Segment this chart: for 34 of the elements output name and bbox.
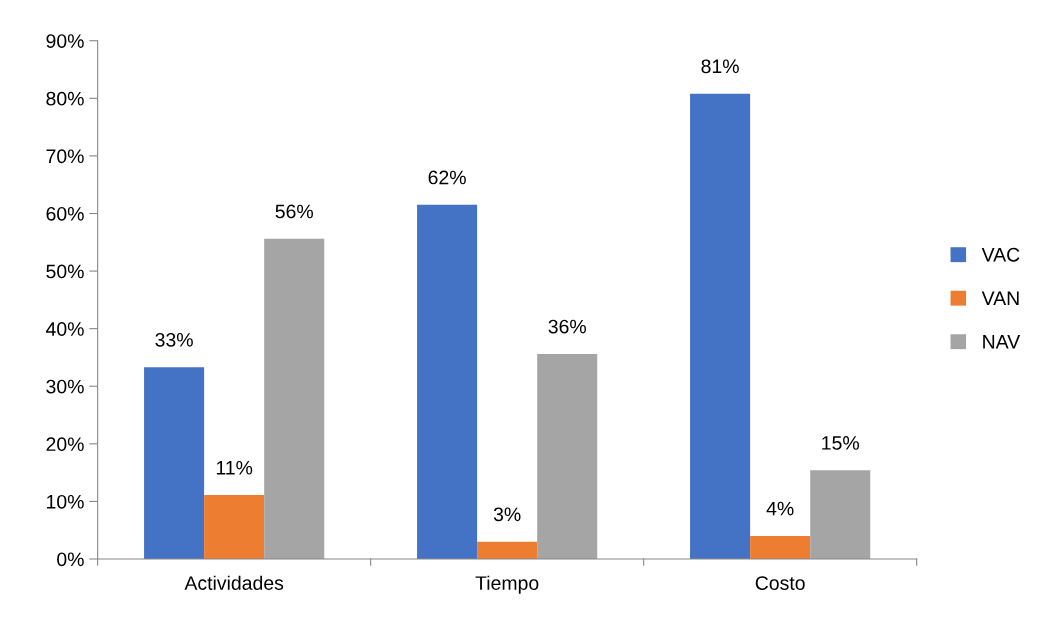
bar — [810, 470, 871, 559]
data-label: 4% — [766, 501, 794, 516]
y-tick-label: 70% — [46, 149, 84, 164]
data-label: 36% — [548, 319, 586, 334]
legend-label: NAV — [983, 335, 1021, 349]
bar — [264, 238, 325, 559]
y-tick-label: 80% — [46, 91, 84, 106]
data-label: 81% — [701, 59, 739, 74]
y-tick-label: 90% — [46, 34, 84, 48]
legend-label: VAN — [981, 291, 1019, 305]
bar — [537, 353, 598, 559]
data-label: 33% — [155, 332, 193, 347]
bar — [477, 541, 538, 559]
legend-label: VAC — [981, 247, 1020, 262]
data-label: 11% — [216, 460, 253, 475]
bar — [690, 93, 751, 559]
x-tick-label: Actividades — [184, 575, 284, 590]
y-tick-label: 50% — [46, 264, 84, 279]
y-tick-label: 20% — [46, 437, 84, 452]
bar — [417, 204, 478, 559]
y-tick-label: 30% — [46, 379, 84, 394]
data-label: 56% — [275, 204, 313, 219]
data-label: 15% — [822, 436, 859, 450]
y-tick-label: 0% — [57, 552, 84, 567]
x-tick-label: Costo — [755, 576, 805, 590]
y-tick-label: 60% — [46, 206, 84, 221]
data-label: 62% — [428, 170, 466, 185]
bar — [144, 367, 205, 559]
data-label: 3% — [493, 507, 521, 522]
y-tick-label: 10% — [47, 494, 84, 509]
bar — [750, 535, 811, 559]
bar — [204, 495, 265, 559]
x-tick-label: Tiempo — [475, 575, 539, 594]
y-tick-label: 40% — [45, 322, 84, 336]
